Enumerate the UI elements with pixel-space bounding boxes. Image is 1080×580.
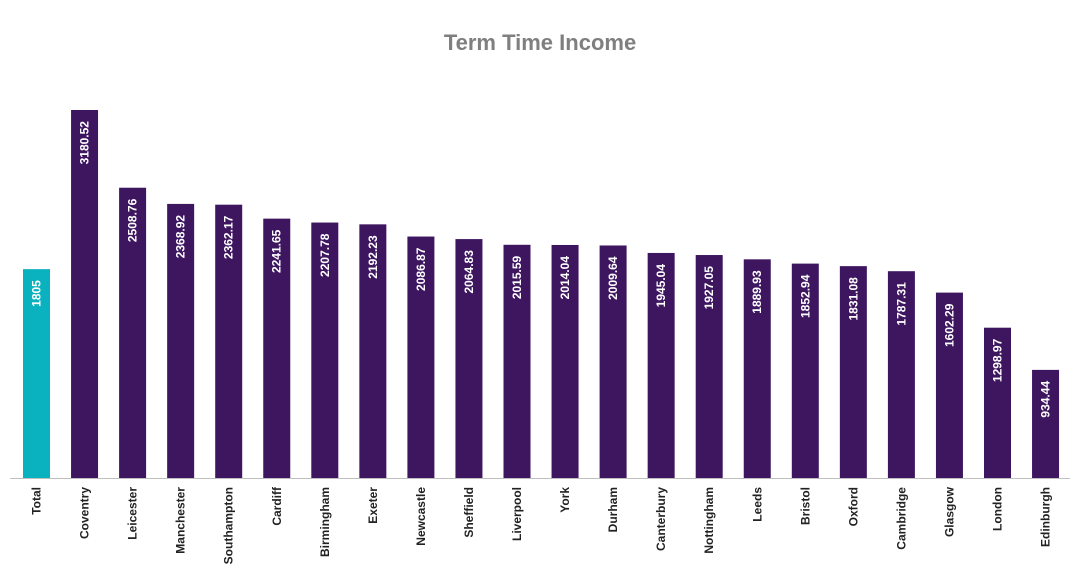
bar-manchester xyxy=(167,203,195,478)
value-label-durham: 2009.64 xyxy=(606,256,620,300)
category-label-cardiff: Cardiff xyxy=(270,486,284,526)
category-label-canterbury: Canterbury xyxy=(654,487,668,551)
category-label-bristol: Bristol xyxy=(798,487,812,525)
bar-total xyxy=(23,269,50,478)
value-label-leicester: 2508.76 xyxy=(126,198,140,242)
bar-sheffield xyxy=(455,239,483,478)
chart-title: Term Time Income xyxy=(443,30,637,55)
category-label-total: Total xyxy=(30,487,44,515)
category-label-sheffield: Sheffield xyxy=(462,487,476,538)
value-label-exeter: 2192.23 xyxy=(366,235,380,279)
category-label-coventry: Coventry xyxy=(78,487,92,539)
bar-cambridge xyxy=(887,271,915,478)
bar-durham xyxy=(599,245,627,478)
bar-london xyxy=(984,327,1011,478)
bar-leicester xyxy=(119,187,147,479)
category-label-newcastle: Newcastle xyxy=(414,487,428,546)
value-label-newcastle: 2086.87 xyxy=(414,247,428,291)
category-label-cambridge: Cambridge xyxy=(894,487,908,550)
value-label-total: 1805 xyxy=(30,280,44,307)
value-label-birmingham: 2207.78 xyxy=(318,233,332,277)
bar-nottingham xyxy=(695,255,723,478)
bar-glasgow xyxy=(935,292,963,478)
value-label-cambridge: 1787.31 xyxy=(894,282,908,326)
value-label-bristol: 1852.94 xyxy=(798,274,812,318)
category-label-leeds: Leeds xyxy=(750,487,764,522)
value-label-glasgow: 1602.29 xyxy=(942,303,956,347)
category-label-nottingham: Nottingham xyxy=(702,487,716,554)
value-label-canterbury: 1945.04 xyxy=(654,264,668,308)
value-label-edinburgh: 934.44 xyxy=(1039,381,1053,418)
category-label-durham: Durham xyxy=(606,487,620,532)
bar-birmingham xyxy=(311,222,339,478)
bar-oxford xyxy=(839,266,867,478)
bar-edinburgh xyxy=(1032,369,1060,478)
category-label-london: London xyxy=(991,487,1005,531)
value-label-leeds: 1889.93 xyxy=(750,270,764,314)
value-label-sheffield: 2064.83 xyxy=(462,250,476,294)
value-label-london: 1298.97 xyxy=(991,338,1005,382)
value-label-liverpool: 2015.59 xyxy=(510,255,524,299)
bar-cardiff xyxy=(263,218,291,478)
category-label-york: York xyxy=(558,487,572,513)
category-label-edinburgh: Edinburgh xyxy=(1039,487,1053,547)
value-label-cardiff: 2241.65 xyxy=(270,229,284,273)
category-label-manchester: Manchester xyxy=(174,487,188,554)
category-label-leicester: Leicester xyxy=(126,487,140,540)
category-label-southampton: Southampton xyxy=(222,487,236,564)
category-label-birmingham: Birmingham xyxy=(318,487,332,557)
bar-leeds xyxy=(743,259,771,478)
bar-exeter xyxy=(359,224,387,478)
value-label-manchester: 2368.92 xyxy=(174,215,188,259)
category-label-glasgow: Glasgow xyxy=(942,486,956,537)
value-label-york: 2014.04 xyxy=(558,256,572,300)
category-label-liverpool: Liverpool xyxy=(510,487,524,541)
value-label-nottingham: 1927.05 xyxy=(702,266,716,310)
value-label-oxford: 1831.08 xyxy=(846,277,860,321)
bar-canterbury xyxy=(647,252,675,478)
bar-york xyxy=(551,244,579,478)
value-label-coventry: 3180.52 xyxy=(78,121,92,165)
value-label-southampton: 2362.17 xyxy=(222,215,236,259)
category-label-oxford: Oxford xyxy=(846,487,860,526)
category-label-exeter: Exeter xyxy=(366,487,380,524)
bar-southampton xyxy=(215,204,243,478)
bar-coventry xyxy=(71,110,99,478)
bar-newcastle xyxy=(407,236,435,478)
bar-liverpool xyxy=(503,244,531,478)
bar-bristol xyxy=(791,263,819,478)
